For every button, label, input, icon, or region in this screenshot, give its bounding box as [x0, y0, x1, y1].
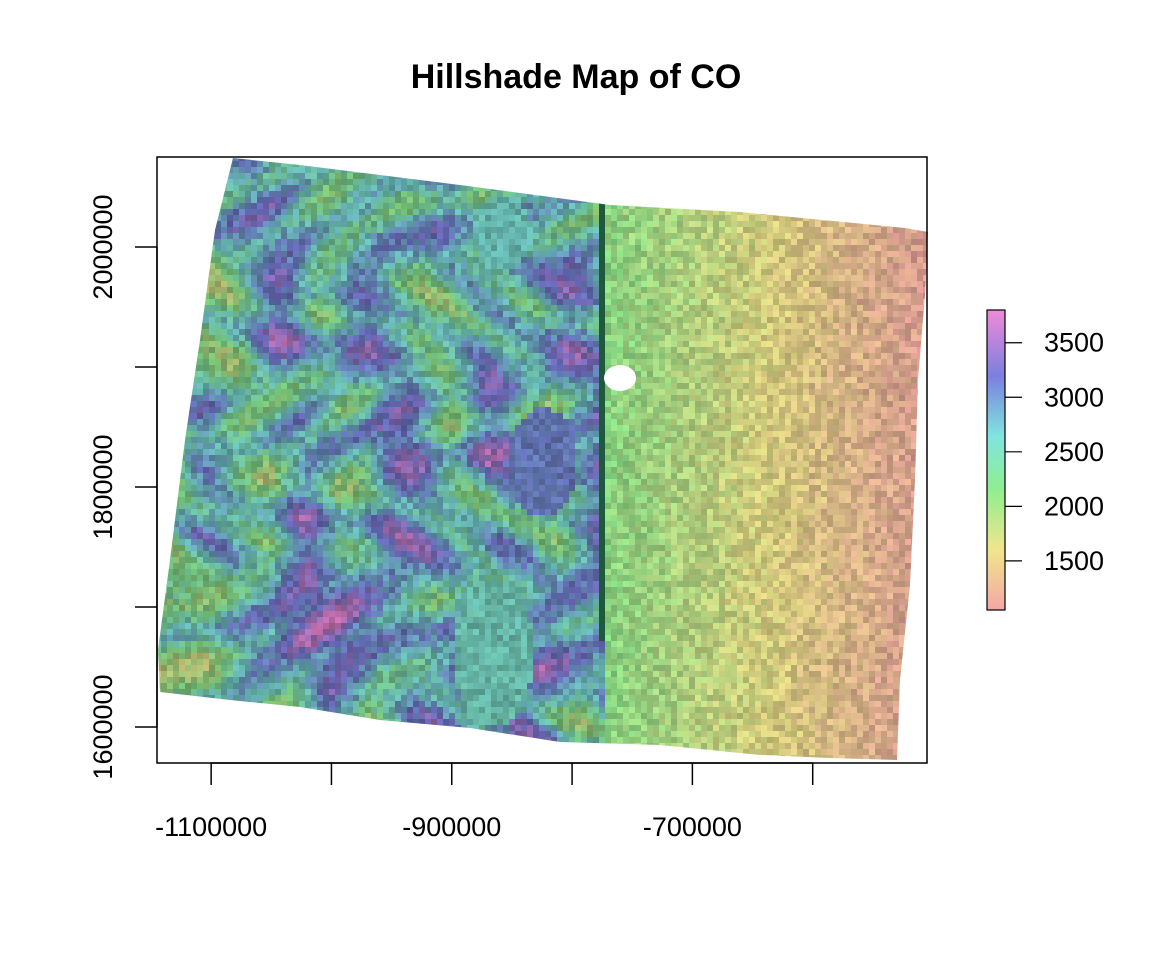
elevation-raster — [158, 158, 928, 760]
legend-tick-label: 2500 — [1044, 437, 1104, 467]
color-legend: 1500 2000 2500 3000 3500 — [986, 309, 1104, 611]
legend-tick-label: 1500 — [1044, 546, 1104, 576]
x-axis: -1100000 -900000 -700000 — [155, 762, 814, 842]
x-tick-label: -900000 — [402, 812, 501, 842]
chart-title: Hillshade Map of CO — [410, 58, 742, 96]
y-axis: 1600000 1800000 2000000 — [88, 194, 158, 780]
y-tick-label: 2000000 — [88, 194, 118, 299]
legend-tick-label: 3000 — [1044, 382, 1104, 412]
x-tick-label: -1100000 — [155, 812, 267, 842]
x-tick-label: -700000 — [643, 812, 742, 842]
no-data-hole — [604, 365, 636, 391]
legend-colorbar — [986, 309, 1006, 611]
legend-tick-label: 3500 — [1044, 328, 1104, 358]
y-tick-label: 1800000 — [88, 434, 118, 539]
y-tick-label: 1600000 — [88, 674, 118, 779]
legend-tick-label: 2000 — [1044, 491, 1104, 521]
